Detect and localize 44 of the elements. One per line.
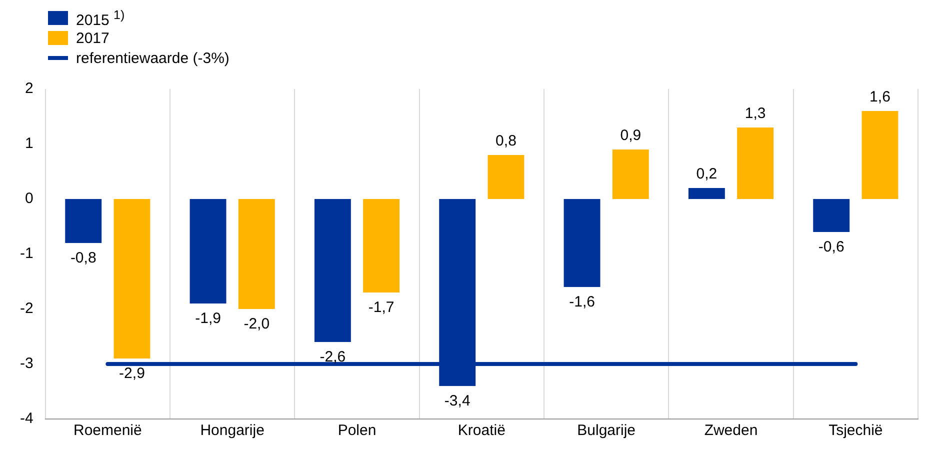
legend-label: 2017	[76, 30, 110, 46]
y-tick-label: -1	[20, 245, 34, 262]
x-tick-label: Bulgarije	[577, 422, 636, 440]
x-tick-label: Kroatië	[458, 422, 506, 440]
y-tick-label: 0	[24, 190, 34, 208]
bar	[114, 199, 150, 358]
bar	[813, 199, 850, 232]
data-label: 1,6	[870, 88, 890, 106]
bar	[363, 199, 400, 292]
bar	[688, 188, 725, 199]
data-label: 0,8	[496, 132, 516, 150]
data-label: -0,6	[818, 238, 844, 256]
bar	[612, 150, 649, 199]
x-tick-label: Zweden	[704, 422, 758, 440]
bar	[238, 199, 275, 309]
y-tick-label: 1	[24, 135, 34, 152]
x-tick-label: Roemenië	[73, 422, 142, 440]
data-label: -1,9	[195, 310, 221, 328]
x-tick-label: Polen	[338, 422, 376, 440]
data-label: 0,2	[696, 166, 718, 183]
bar	[564, 199, 600, 287]
data-label: -0,8	[70, 250, 96, 267]
legend-label: referentiewaarde (-3%)	[76, 50, 230, 66]
data-label: -3,4	[444, 392, 470, 410]
bar	[65, 199, 102, 243]
x-tick-label: Tsjechië	[828, 422, 883, 440]
data-label: 0,9	[620, 127, 642, 144]
y-tick-label: -2	[20, 300, 34, 318]
data-label: -1,7	[368, 299, 394, 316]
bar	[862, 111, 898, 199]
bar	[488, 155, 524, 199]
legend-label: 2015 $^{1)}$	[76, 8, 125, 28]
data-label: 1,3	[744, 105, 766, 122]
x-tick-label: Hongarije	[200, 422, 264, 440]
data-label: -1,6	[569, 294, 595, 311]
bar	[190, 199, 226, 304]
y-tick-label: -3	[20, 355, 34, 372]
y-tick-label: 2	[24, 80, 34, 98]
data-label: -2,0	[244, 316, 270, 333]
y-tick-label: -4	[20, 410, 34, 428]
data-label: -2,9	[119, 365, 145, 382]
data-label: -2,6	[320, 348, 346, 366]
bar	[737, 128, 774, 199]
bar	[314, 199, 351, 342]
